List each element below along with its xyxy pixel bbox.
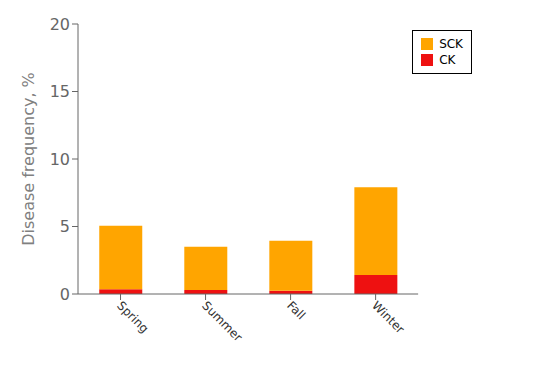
svg-text:Fall: Fall [284, 298, 308, 322]
svg-text:Disease frequency, %: Disease frequency, % [19, 72, 38, 246]
svg-text:15: 15 [50, 82, 70, 101]
svg-text:Spring: Spring [114, 298, 151, 335]
svg-text:5: 5 [60, 217, 70, 236]
html-text:CK: CK [439, 53, 456, 67]
svg-text:Summer: Summer [199, 298, 245, 344]
svg-text:10: 10 [50, 150, 70, 169]
html-text:SCK: SCK [439, 37, 463, 51]
svg-text:Winter: Winter [369, 298, 407, 336]
svg-text:0: 0 [60, 285, 70, 304]
svg-text:20: 20 [50, 15, 70, 34]
